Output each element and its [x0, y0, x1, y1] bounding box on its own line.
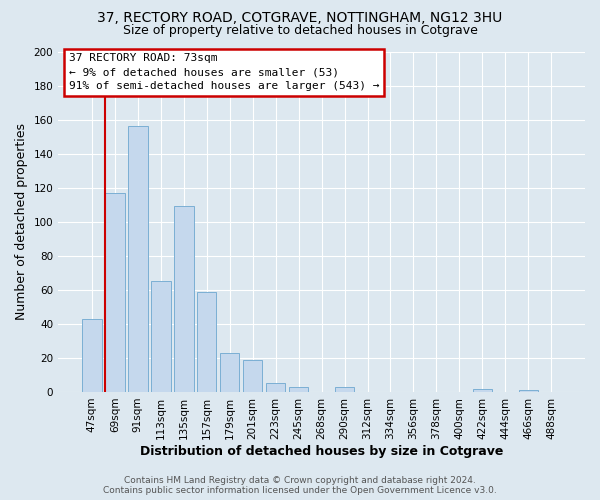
Bar: [82, 319, 101, 392]
Text: 37 RECTORY ROAD: 73sqm
← 9% of detached houses are smaller (53)
91% of semi-deta: 37 RECTORY ROAD: 73sqm ← 9% of detached …: [69, 53, 379, 91]
Bar: [473, 388, 492, 392]
Bar: [220, 353, 239, 392]
Bar: [197, 292, 217, 392]
X-axis label: Distribution of detached houses by size in Cotgrave: Distribution of detached houses by size …: [140, 444, 503, 458]
Bar: [128, 126, 148, 392]
Bar: [243, 360, 262, 392]
Bar: [518, 390, 538, 392]
Bar: [335, 387, 355, 392]
Text: 37, RECTORY ROAD, COTGRAVE, NOTTINGHAM, NG12 3HU: 37, RECTORY ROAD, COTGRAVE, NOTTINGHAM, …: [97, 11, 503, 25]
Bar: [266, 384, 286, 392]
Bar: [105, 193, 125, 392]
Bar: [289, 387, 308, 392]
Text: Size of property relative to detached houses in Cotgrave: Size of property relative to detached ho…: [122, 24, 478, 37]
Y-axis label: Number of detached properties: Number of detached properties: [15, 123, 28, 320]
Bar: [151, 282, 170, 392]
Bar: [174, 206, 194, 392]
Text: Contains HM Land Registry data © Crown copyright and database right 2024.
Contai: Contains HM Land Registry data © Crown c…: [103, 476, 497, 495]
